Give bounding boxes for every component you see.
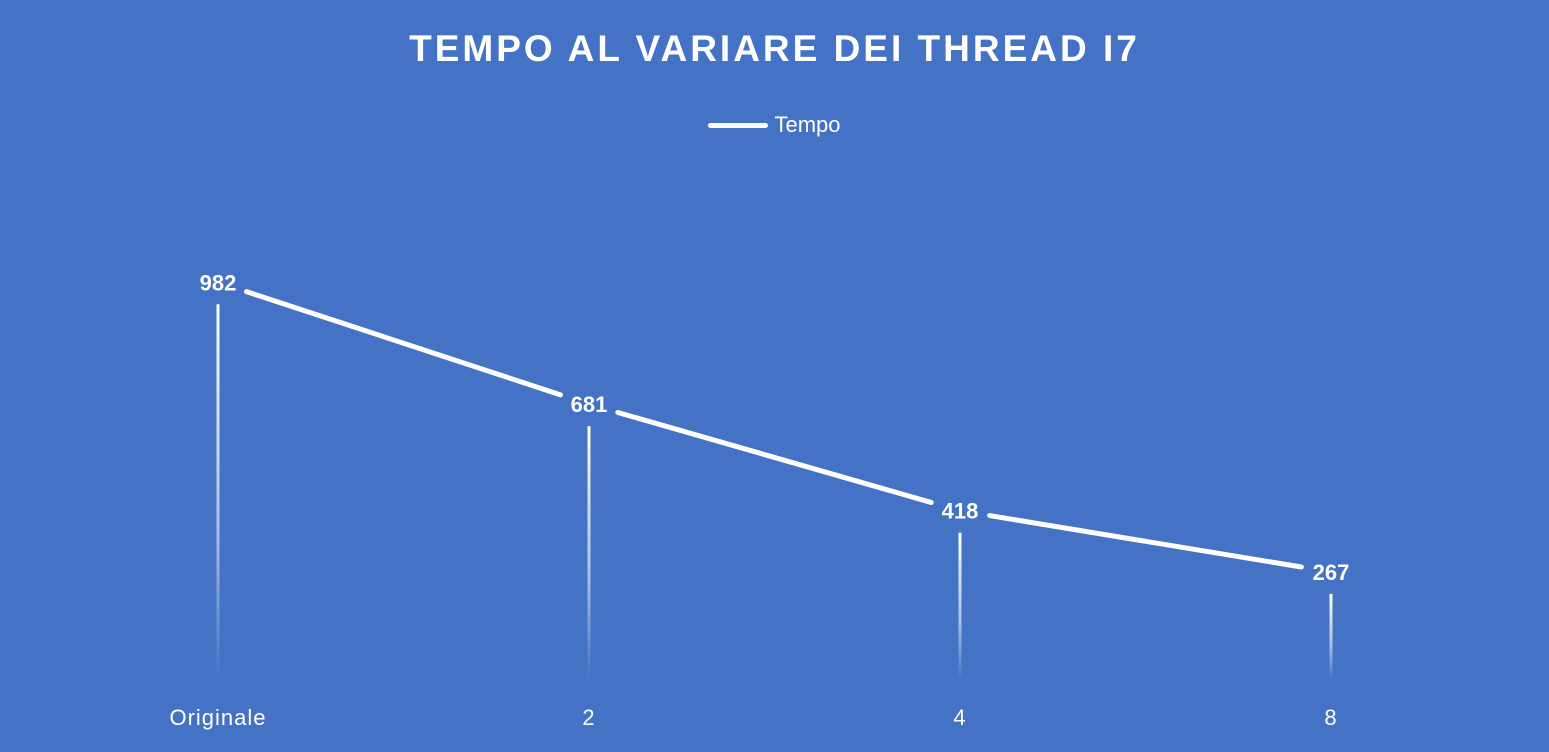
drop-line-1 — [587, 426, 591, 680]
series-segment-2 — [615, 409, 934, 505]
legend-label-tempo: Tempo — [774, 112, 841, 137]
chart-title: TEMPO AL VARIARE DEI THREAD I7 — [409, 28, 1140, 69]
series-line-tempo — [244, 289, 1304, 570]
legend-line-swatch — [708, 122, 769, 128]
x-tick-label-3: 8 — [1324, 705, 1337, 730]
series-segment-1 — [244, 289, 563, 398]
data-labels: 982 681 418 267 — [200, 270, 1350, 585]
data-label-1: 681 — [571, 392, 608, 417]
drop-line-3 — [1329, 593, 1333, 680]
x-tick-label-0: Originale — [169, 705, 266, 730]
series-segment-3 — [987, 513, 1304, 570]
x-axis-tick-labels: Originale 2 4 8 — [169, 705, 1337, 730]
data-label-0: 982 — [200, 270, 237, 295]
x-tick-label-2: 4 — [953, 705, 966, 730]
drop-line-2 — [958, 532, 962, 680]
drop-lines — [216, 304, 1333, 680]
x-tick-label-1: 2 — [582, 705, 595, 730]
drop-line-0 — [216, 304, 220, 680]
data-label-2: 418 — [942, 499, 979, 524]
legend: Tempo — [0, 112, 1549, 138]
data-label-3: 267 — [1313, 560, 1350, 585]
